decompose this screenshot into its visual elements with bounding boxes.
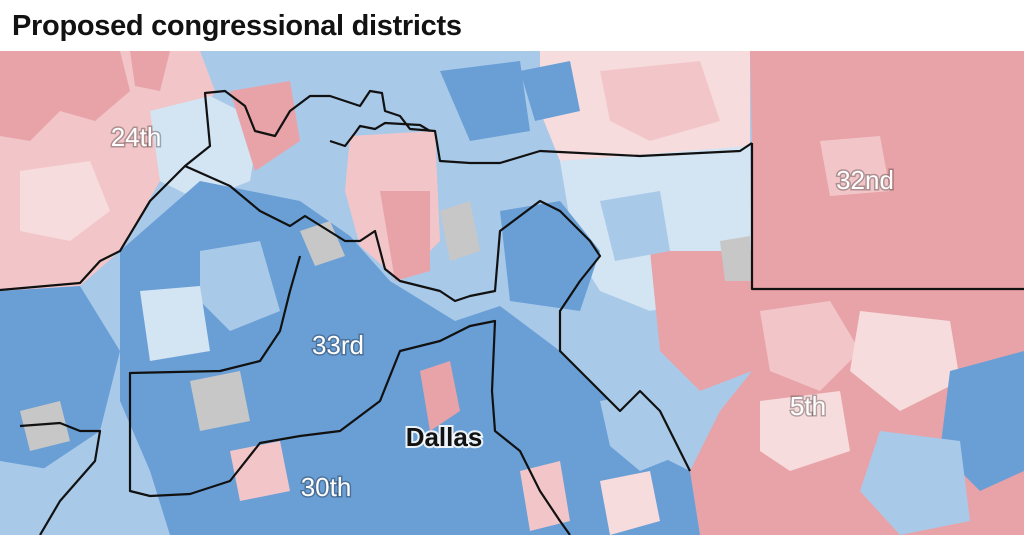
precinct-area xyxy=(650,251,752,391)
district-label-5th: 5th xyxy=(790,391,826,421)
precinct-area xyxy=(440,61,530,141)
precinct-area xyxy=(420,361,460,431)
precinct-area xyxy=(520,61,580,121)
precinct-area xyxy=(860,431,970,535)
precinct-area xyxy=(600,61,720,141)
district-map: 24th 32nd 33rd 5th 30th Dallas xyxy=(0,51,1024,535)
precinct-area xyxy=(300,221,345,266)
precinct-area xyxy=(20,161,110,241)
precinct-area xyxy=(750,51,1024,286)
district-label-33rd: 33rd xyxy=(312,330,364,360)
precinct-area xyxy=(760,301,860,391)
district-boundary-30th xyxy=(19,421,102,535)
precinct-area xyxy=(760,391,850,471)
precinct-area xyxy=(380,191,430,281)
precinct-area xyxy=(20,401,70,451)
precinct-area xyxy=(200,241,280,331)
district-label-30th: 30th xyxy=(301,472,352,502)
district-boundary-inner xyxy=(329,121,431,148)
precinct-area xyxy=(0,461,80,535)
precinct-area xyxy=(420,461,490,521)
district-boundary-33rd-south xyxy=(128,255,571,535)
district-label-32nd: 32nd xyxy=(836,165,894,195)
city-label-dallas: Dallas xyxy=(406,422,483,452)
precinct-area xyxy=(440,201,480,261)
precinct-layer xyxy=(0,51,1024,535)
precinct-area xyxy=(600,471,660,535)
precinct-area xyxy=(230,81,300,171)
precinct-area xyxy=(230,441,290,501)
district-label-24th: 24th xyxy=(111,122,162,152)
precinct-area xyxy=(850,311,960,411)
precinct-area xyxy=(600,191,670,261)
district-boundaries xyxy=(0,89,1024,535)
precinct-area xyxy=(130,51,170,91)
precinct-area xyxy=(0,51,130,141)
label-layer: 24th 32nd 33rd 5th 30th Dallas xyxy=(109,121,895,504)
precinct-area xyxy=(500,201,600,311)
precinct-area xyxy=(140,286,210,361)
precinct-area xyxy=(720,236,752,281)
precinct-area xyxy=(190,371,250,431)
district-boundary-32nd xyxy=(750,143,1024,291)
precinct-area xyxy=(600,391,690,471)
chart-title: Proposed congressional districts xyxy=(12,10,462,42)
district-boundary-33rd-north xyxy=(184,164,691,472)
precinct-area xyxy=(520,461,570,531)
precinct-area xyxy=(820,136,890,196)
